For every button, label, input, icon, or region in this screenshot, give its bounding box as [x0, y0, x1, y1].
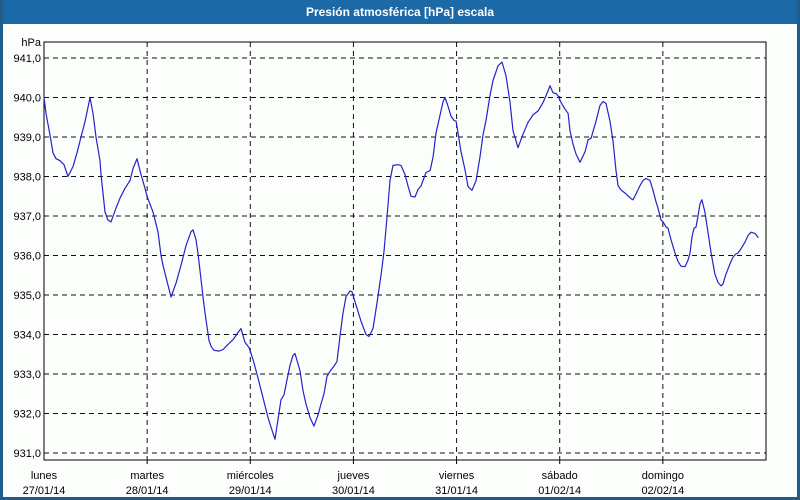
x-day-date-label: 02/02/14 [641, 485, 684, 497]
pressure-line [43, 61, 759, 440]
x-day-name-label: sábado [542, 470, 578, 482]
x-day-date-label: 27/01/14 [23, 485, 66, 497]
y-tick-label: 932,0 [13, 409, 41, 421]
y-axis-unit-label: hPa [21, 37, 41, 49]
x-day-name-label: jueves [337, 470, 370, 482]
y-tick-label: 941,0 [13, 53, 41, 65]
x-day-date-label: 01/02/14 [538, 485, 581, 497]
y-tick-label: 938,0 [13, 172, 41, 184]
window-title: Presión atmosférica [hPa] escala [305, 5, 495, 19]
x-day-date-label: 30/01/14 [332, 485, 375, 497]
y-tick-label: 937,0 [13, 211, 41, 223]
x-day-name-label: domingo [642, 470, 684, 482]
y-tick-label: 934,0 [13, 330, 41, 342]
plot-border [43, 41, 767, 461]
window-title-bar: Presión atmosférica [hPa] escala [3, 0, 797, 24]
y-tick-label: 935,0 [13, 290, 41, 302]
x-day-date-label: 29/01/14 [229, 485, 272, 497]
x-day-date-label: 31/01/14 [435, 485, 478, 497]
x-day-name-label: lunes [31, 470, 58, 482]
x-day-name-label: martes [130, 470, 164, 482]
x-day-date-label: 28/01/14 [126, 485, 169, 497]
y-tick-label: 939,0 [13, 132, 41, 144]
y-tick-label: 931,0 [13, 448, 41, 460]
x-day-name-label: viernes [439, 470, 475, 482]
y-tick-label: 936,0 [13, 251, 41, 263]
y-tick-label: 933,0 [13, 369, 41, 381]
x-day-name-label: miércoles [227, 470, 275, 482]
y-tick-label: 940,0 [13, 93, 41, 105]
